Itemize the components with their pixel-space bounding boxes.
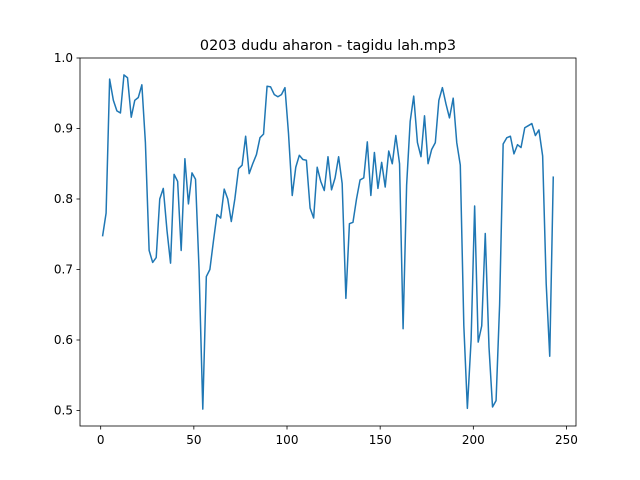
x-tick-label: 250: [555, 433, 578, 447]
x-tick-label: 150: [369, 433, 392, 447]
y-tick-label: 0.5: [54, 403, 73, 417]
x-tick-label: 200: [462, 433, 485, 447]
y-tick-label: 0.7: [54, 262, 73, 276]
x-tick-label: 50: [186, 433, 201, 447]
y-tick-label: 0.8: [54, 192, 73, 206]
line: [101, 74, 555, 410]
chart-title: 0203 dudu aharon - tagidu lah.mp3: [200, 38, 456, 54]
plot-frame: [79, 57, 577, 427]
x-tick-label: 0: [97, 433, 105, 447]
y-tick-label: 0.9: [54, 121, 73, 135]
y-tick-label: 0.6: [54, 333, 73, 347]
x-tick-label: 100: [276, 433, 299, 447]
y-tick-label: 1.0: [54, 51, 73, 65]
